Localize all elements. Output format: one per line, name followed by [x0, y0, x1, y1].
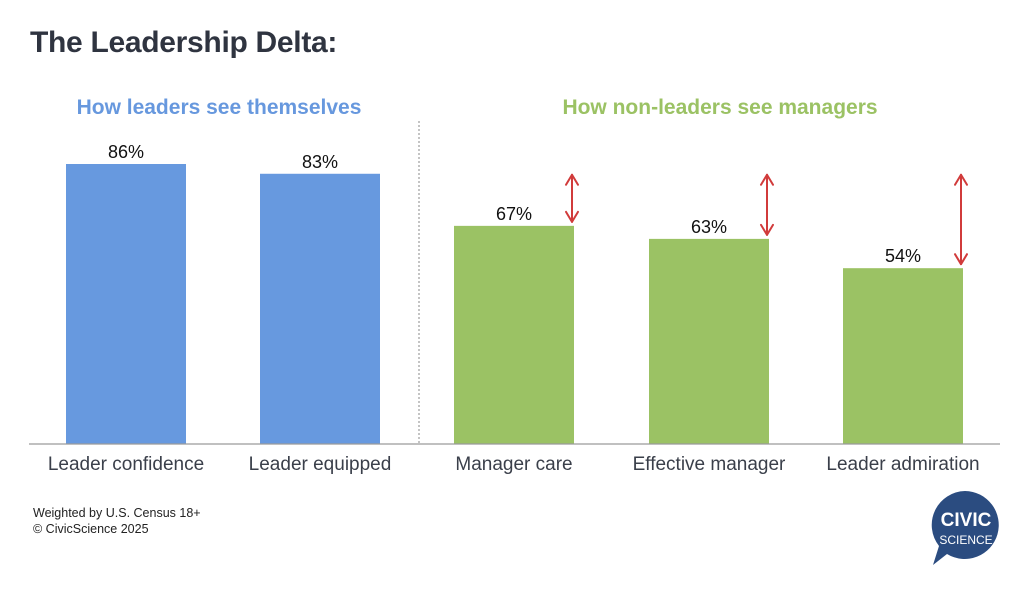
civicscience-logo: CIVIC SCIENCE: [931, 491, 999, 565]
chart-title: The Leadership Delta:: [30, 26, 338, 59]
bar-manager-care: [454, 225, 574, 444]
logo-text-civic: CIVIC: [941, 510, 992, 531]
x-tick-label-effective-manager: Effective manager: [633, 454, 786, 475]
bar-leader-equipped: [260, 173, 380, 444]
logo-text-science: SCIENCE: [939, 533, 992, 547]
data-label-effective-manager: 63%: [691, 217, 727, 237]
group-label-leaders: How leaders see themselves: [76, 96, 362, 119]
bar-leader-admiration: [843, 268, 963, 444]
footnote-weighting: Weighted by U.S. Census 18+: [33, 506, 201, 520]
x-tick-label-manager-care: Manager care: [455, 454, 572, 475]
footnote-copyright: © CivicScience 2025: [33, 522, 149, 536]
data-label-leader-equipped: 83%: [302, 152, 338, 172]
gap-arrow-effective-manager: [760, 173, 774, 236]
gap-arrow-leader-admiration: [954, 173, 968, 266]
speech-bubble-icon: [931, 491, 999, 565]
footnote: Weighted by U.S. Census 18+ © CivicScien…: [33, 505, 201, 537]
group-label-non-leaders: How non-leaders see managers: [562, 96, 878, 119]
gap-arrow-manager-care: [565, 173, 579, 223]
x-tick-label-leader-admiration: Leader admiration: [826, 454, 979, 475]
x-tick-label-leader-confidence: Leader confidence: [48, 454, 204, 475]
data-label-manager-care: 67%: [496, 204, 532, 224]
bar-leader-confidence: [66, 164, 186, 444]
bar-effective-manager: [649, 238, 769, 444]
data-label-leader-confidence: 86%: [108, 142, 144, 162]
x-tick-label-leader-equipped: Leader equipped: [249, 454, 392, 475]
data-label-leader-admiration: 54%: [885, 246, 921, 266]
